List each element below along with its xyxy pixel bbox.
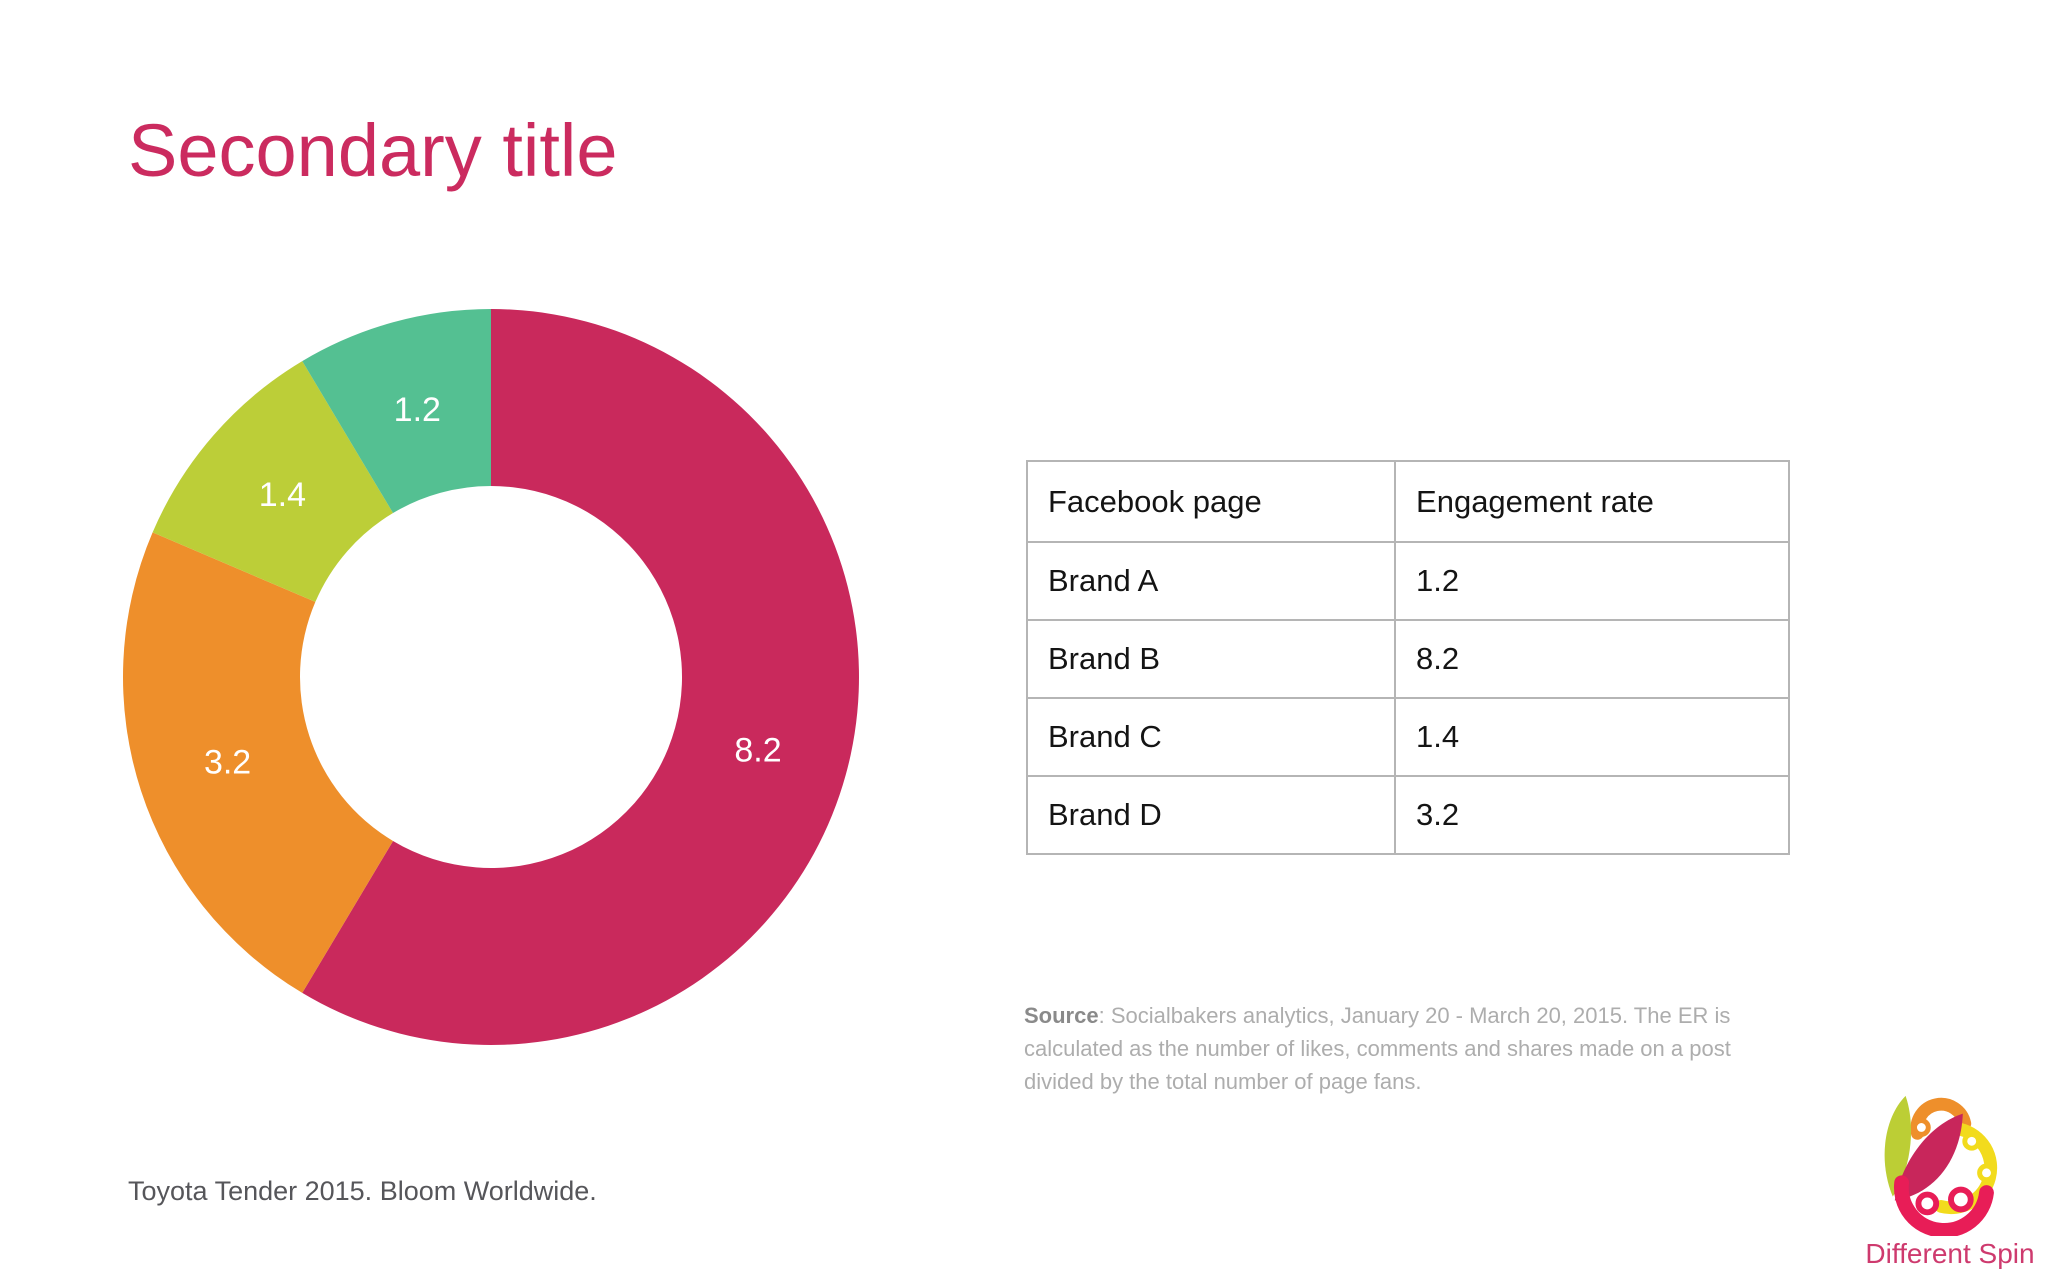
- logo-pink-chain: [1893, 1175, 1994, 1236]
- logo-pink-hole-1: [1915, 1191, 1940, 1216]
- page-title: Secondary title: [128, 109, 618, 192]
- engagement-table-body: Brand A 1.2 Brand B 8.2 Brand C 1.4 Brand D 3.2: [1025, 541, 1790, 855]
- table-row: Brand B 8.2: [1025, 619, 1790, 699]
- logo-magenta-petal: [1894, 1113, 1963, 1201]
- table-cell: 1.4: [1394, 697, 1790, 777]
- donut-slice-label: 1.4: [259, 476, 306, 514]
- table-row: Brand D 3.2: [1025, 775, 1790, 855]
- source-text: : Socialbakers analytics, January 20 - M…: [1024, 1003, 1731, 1094]
- table-cell: Brand B: [1025, 619, 1397, 699]
- engagement-table: Facebook page Engagement rate Brand A 1.2 B…: [1025, 460, 1790, 855]
- table-cell: 1.2: [1394, 541, 1790, 621]
- table-header-cell: Engagement rate: [1394, 460, 1790, 543]
- table-cell: 8.2: [1394, 619, 1790, 699]
- table-header-cell: Facebook page: [1025, 460, 1397, 543]
- engagement-table-head: Facebook page Engagement rate: [1025, 460, 1790, 543]
- brand-logo-text: Different Spin: [1865, 1238, 2035, 1269]
- donut-slice-brand-a: [302, 309, 491, 514]
- table-cell: Brand A: [1025, 541, 1397, 621]
- different-spin-logo-icon: [1884, 1095, 1998, 1236]
- table-header-row: Facebook page Engagement rate: [1025, 460, 1790, 543]
- donut-slice-brand-c: [152, 361, 394, 602]
- logo-orange-hole: [1912, 1118, 1931, 1137]
- donut-slice-label: 3.2: [204, 744, 251, 782]
- logo-yellow-hole-1: [1962, 1131, 1982, 1151]
- donut-chart: 8.2 3.2 1.4 1.2: [122, 309, 859, 1045]
- donut-slice-label: 1.2: [394, 391, 441, 429]
- table-cell: Brand D: [1025, 775, 1397, 855]
- logo-pink-hole-2: [1948, 1186, 1974, 1213]
- donut-slice-label: 8.2: [734, 732, 781, 770]
- brand-logo: Different Spin: [1860, 1088, 2040, 1270]
- table-cell: Brand C: [1025, 697, 1397, 777]
- footer-credit: Toyota Tender 2015. Bloom Worldwide.: [128, 1176, 597, 1206]
- donut-slice-brand-d: [122, 532, 394, 993]
- donut-slice-brand-b: [302, 309, 859, 1045]
- table-cell: 3.2: [1394, 775, 1790, 855]
- source-label: Source: [1024, 1003, 1099, 1028]
- table-row: Brand C 1.4: [1025, 697, 1790, 777]
- table-row: Brand A 1.2: [1025, 541, 1790, 621]
- source-note: Source: Socialbakers analytics, January …: [1024, 999, 1804, 1098]
- logo-yellow-hole-2: [1977, 1163, 1996, 1183]
